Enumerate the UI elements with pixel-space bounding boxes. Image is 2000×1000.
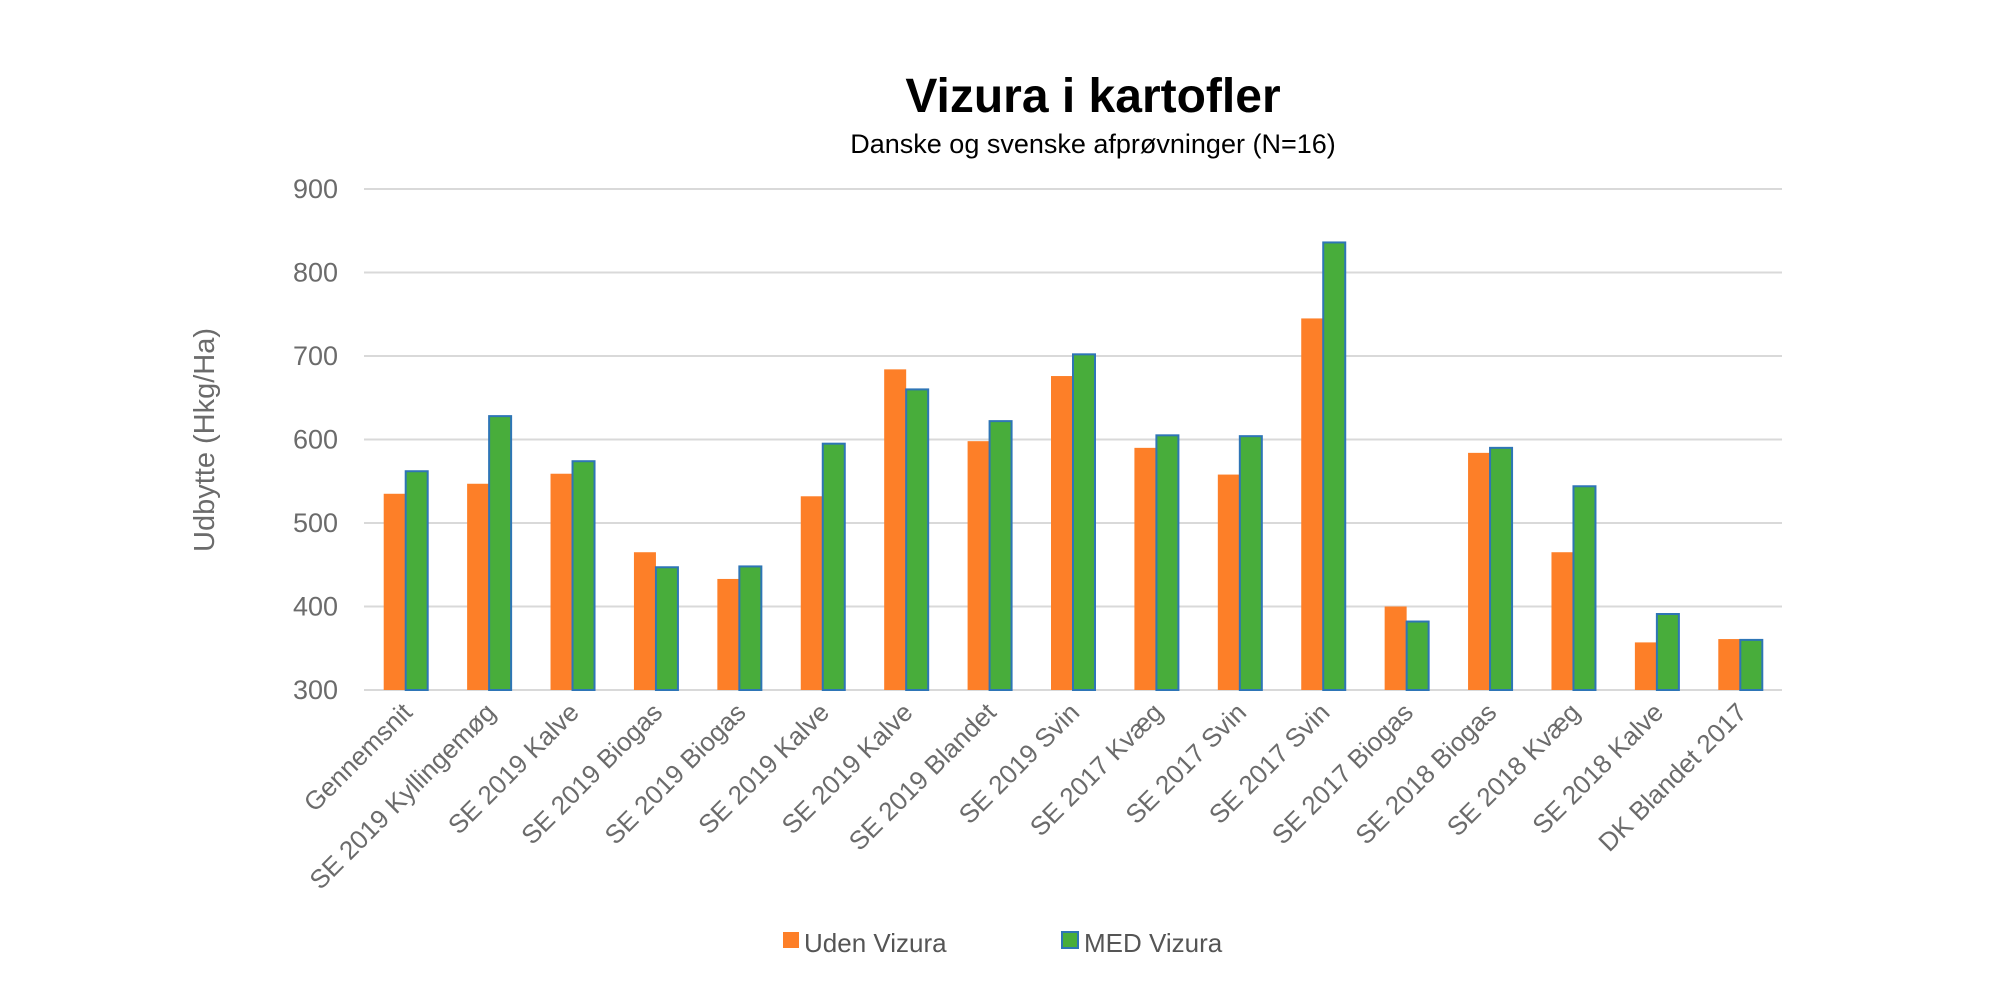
bar-uden-vizura — [800, 496, 823, 690]
legend: Uden Vizura MED Vizura — [783, 928, 1223, 958]
bar-uden-vizura — [1134, 447, 1157, 690]
x-tick-label: SE 2019 Blandet — [843, 696, 1003, 856]
bar-uden-vizura — [1384, 606, 1407, 690]
bar-med-vizura — [1238, 435, 1263, 691]
bar-uden-vizura — [717, 578, 740, 690]
bar-uden-vizura — [1634, 642, 1657, 690]
bar-med-vizura — [1322, 241, 1347, 691]
bar-uden-vizura — [1718, 639, 1741, 690]
bar-uden-vizura — [633, 552, 656, 690]
legend-swatch-uden-vizura — [783, 932, 799, 948]
bar-med-vizura — [1739, 638, 1764, 692]
bar-uden-vizura — [550, 473, 573, 690]
bar-med-vizura — [654, 566, 679, 692]
bar-med-vizura — [488, 415, 513, 691]
y-axis-label: Udbytte (Hkg/Ha) — [189, 328, 221, 552]
x-tick-label: SE 2018 Biogas — [1349, 697, 1502, 850]
chart-title: Vizura i kartofler — [905, 70, 1280, 123]
bar-uden-vizura — [967, 441, 990, 690]
bar-med-vizura — [1572, 485, 1597, 692]
bar-med-vizura — [1072, 353, 1096, 691]
legend-label-uden-vizura: Uden Vizura — [804, 928, 947, 958]
y-tick-label: 700 — [293, 341, 338, 371]
bar-uden-vizura — [1551, 552, 1574, 690]
bar-med-vizura — [738, 565, 763, 691]
y-tick-label: 900 — [293, 174, 338, 204]
bar-med-vizura — [1405, 620, 1430, 692]
bar-uden-vizura — [467, 483, 490, 690]
bar-med-vizura — [1489, 446, 1514, 691]
bar-med-vizura — [571, 460, 596, 691]
bar-uden-vizura — [1301, 318, 1324, 690]
x-tick-label: SE 2019 Biogas — [599, 697, 752, 850]
y-tick-label: 300 — [293, 675, 338, 705]
x-tick-label: SE 2017 Biogas — [1266, 697, 1419, 850]
bar-uden-vizura — [383, 493, 406, 690]
x-tick-label: DK Blandet 2017 — [1592, 697, 1752, 857]
chart-subtitle: Danske og svenske afprøvninger (N=16) — [850, 129, 1336, 159]
y-tick-label: 800 — [293, 258, 338, 288]
x-tick-label: SE 2019 Biogas — [515, 697, 668, 850]
bar-uden-vizura — [1468, 452, 1491, 690]
legend-label-med-vizura: MED Vizura — [1084, 928, 1223, 958]
bar-med-vizura — [905, 388, 930, 691]
bar-med-vizura — [404, 470, 429, 692]
bar-uden-vizura — [884, 369, 907, 690]
bar-uden-vizura — [1051, 376, 1073, 690]
y-tick-label: 500 — [293, 508, 338, 538]
legend-swatch-med-vizura — [1061, 931, 1079, 949]
bar-med-vizura — [1655, 613, 1680, 692]
y-tick-label: 600 — [293, 425, 338, 455]
bar-med-vizura — [821, 442, 846, 691]
y-tick-label: 400 — [293, 592, 338, 622]
bar-uden-vizura — [1217, 474, 1240, 690]
bar-med-vizura — [988, 420, 1013, 691]
bar-med-vizura — [1155, 434, 1180, 692]
